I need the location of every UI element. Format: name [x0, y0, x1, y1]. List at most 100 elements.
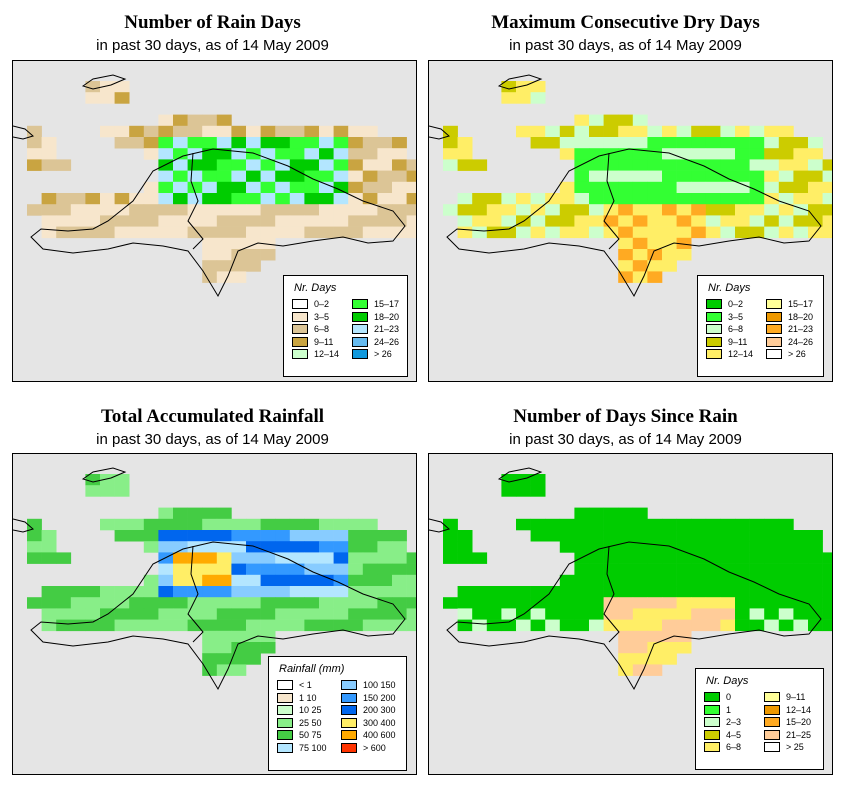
legend-item: 6–8 — [292, 323, 329, 335]
grid-cell — [545, 619, 561, 632]
grid-cell — [158, 170, 174, 183]
grid-cell — [260, 237, 276, 250]
grid-cell — [173, 518, 188, 531]
grid-cell — [231, 170, 247, 183]
grid-cell — [158, 574, 174, 587]
grid-cell — [822, 170, 832, 183]
grid-cell — [41, 204, 57, 216]
legend-item: 15–17 — [352, 298, 399, 310]
grid-cell — [187, 170, 203, 183]
legend-item: 75 100 — [277, 742, 327, 754]
grid-cell — [720, 586, 736, 598]
grid-cell — [377, 619, 393, 632]
grid-cell — [764, 530, 780, 542]
grid-cell — [705, 159, 721, 171]
grid-cell — [486, 215, 502, 227]
grid-cell — [749, 148, 765, 160]
grid-cell — [808, 215, 823, 227]
grid-cell — [457, 193, 473, 205]
grid-cell — [304, 608, 320, 620]
grid-cell — [246, 563, 261, 576]
grid-cell — [632, 630, 648, 643]
grid-cell — [749, 563, 765, 576]
grid-cell — [486, 226, 502, 239]
grid-cell — [348, 552, 364, 564]
grid-cell — [41, 541, 57, 553]
grid-cell — [691, 125, 707, 138]
tortuga-outline — [497, 467, 543, 483]
grid-cell — [808, 530, 823, 542]
grid-cell — [501, 215, 517, 227]
grid-cell — [173, 608, 188, 620]
legend-swatch — [292, 311, 308, 322]
grid-cell — [764, 608, 780, 620]
grid-cell — [202, 249, 218, 261]
grid-cell — [246, 574, 261, 587]
grid-cell — [260, 204, 276, 216]
legend-swatch — [766, 349, 782, 360]
grid-cell — [173, 563, 188, 576]
grid-cell — [632, 608, 648, 620]
grid-cell — [778, 619, 794, 632]
grid-cell — [662, 597, 677, 609]
grid-cell — [793, 586, 809, 598]
grid-cell — [362, 159, 378, 171]
grid-cell — [158, 597, 174, 609]
grid-cell — [289, 597, 305, 609]
grid-cell — [319, 170, 334, 183]
grid-cell — [85, 92, 101, 104]
grid-cell — [676, 541, 692, 553]
grid-cell — [691, 215, 707, 227]
grid-cell — [202, 574, 218, 587]
grid-cell — [603, 563, 619, 576]
grid-cell — [647, 137, 663, 149]
grid-cell — [764, 541, 780, 553]
grid-cell — [202, 237, 218, 250]
grid-cell — [676, 181, 692, 194]
grid-cell — [85, 474, 101, 486]
grid-cell — [589, 586, 604, 598]
grid-cell — [618, 563, 634, 576]
grid-cell — [260, 597, 276, 609]
grid-cell — [275, 530, 291, 542]
grid-cell — [231, 664, 247, 676]
legend-item: 9–11 — [706, 336, 747, 348]
grid-cell — [764, 552, 780, 564]
grid-cell — [158, 541, 174, 553]
grid-cell — [246, 181, 261, 194]
grid-cell — [691, 181, 707, 194]
grid-cell — [348, 215, 364, 227]
grid-cell — [691, 563, 707, 576]
grid-cell — [216, 148, 232, 160]
grid-cell — [457, 541, 473, 553]
panel-4-title: Number of Days Since Rain — [513, 406, 738, 427]
grid-cell — [618, 653, 634, 665]
grid-cell — [362, 541, 378, 553]
legend-label: 25 50 — [299, 717, 322, 728]
grid-cell — [70, 215, 86, 227]
grid-cell — [603, 226, 619, 239]
grid-cell — [632, 597, 648, 609]
grid-cell — [676, 193, 692, 205]
grid-cell — [41, 586, 57, 598]
grid-cell — [764, 597, 780, 609]
grid-cell — [676, 226, 692, 239]
grid-cell — [275, 137, 291, 149]
grid-cell — [158, 563, 174, 576]
legend-swatch — [352, 299, 368, 309]
legend-label: < 1 — [299, 680, 312, 690]
legend-label: 24–26 — [788, 336, 814, 347]
legend-item: 18–20 — [766, 311, 813, 323]
grid-cell — [348, 193, 364, 205]
grid-cell — [632, 159, 648, 171]
grid-cell — [216, 237, 232, 250]
country-border — [603, 152, 620, 250]
legend-label: > 26 — [788, 349, 806, 360]
legend-swatch — [766, 299, 782, 309]
grid-cell — [822, 204, 832, 216]
grid-cell — [202, 170, 218, 183]
legend-label: 6–8 — [314, 324, 330, 335]
grid-cell — [289, 574, 305, 587]
grid-cell — [778, 518, 794, 531]
grid-cell — [406, 608, 416, 620]
